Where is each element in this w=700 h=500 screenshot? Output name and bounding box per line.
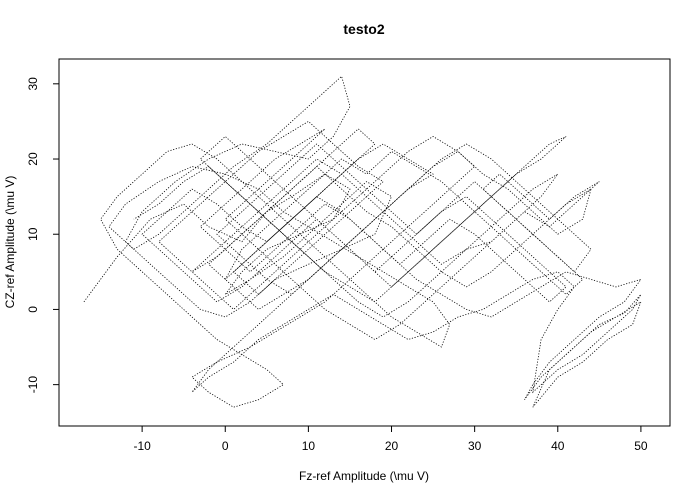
y-tick-label: 10 — [26, 227, 40, 241]
chart-title: testo2 — [343, 21, 384, 37]
x-axis-label: Fz-ref Amplitude (\mu V) — [299, 469, 429, 483]
x-tick-label: -10 — [133, 439, 151, 453]
data-series — [83, 75, 642, 408]
y-axis-label: CZ-ref Amplitude (\mu V) — [3, 176, 17, 309]
series-line-0 — [83, 75, 642, 408]
x-tick-label: 0 — [222, 439, 229, 453]
plot-frame — [58, 58, 671, 427]
y-tick-label: 20 — [26, 152, 40, 166]
x-tick-label: 20 — [385, 439, 399, 453]
y-tick-label: 30 — [26, 77, 40, 91]
y-tick-label: 0 — [26, 306, 40, 313]
x-tick-label: 40 — [551, 439, 565, 453]
y-tick-label: -10 — [26, 376, 40, 394]
x-tick-label: 50 — [634, 439, 648, 453]
x-tick-label: 10 — [302, 439, 316, 453]
y-axis: -10 0 10 20 30 — [26, 77, 59, 393]
x-tick-label: 30 — [468, 439, 482, 453]
x-axis: -10 0 10 20 30 40 50 — [133, 426, 648, 453]
